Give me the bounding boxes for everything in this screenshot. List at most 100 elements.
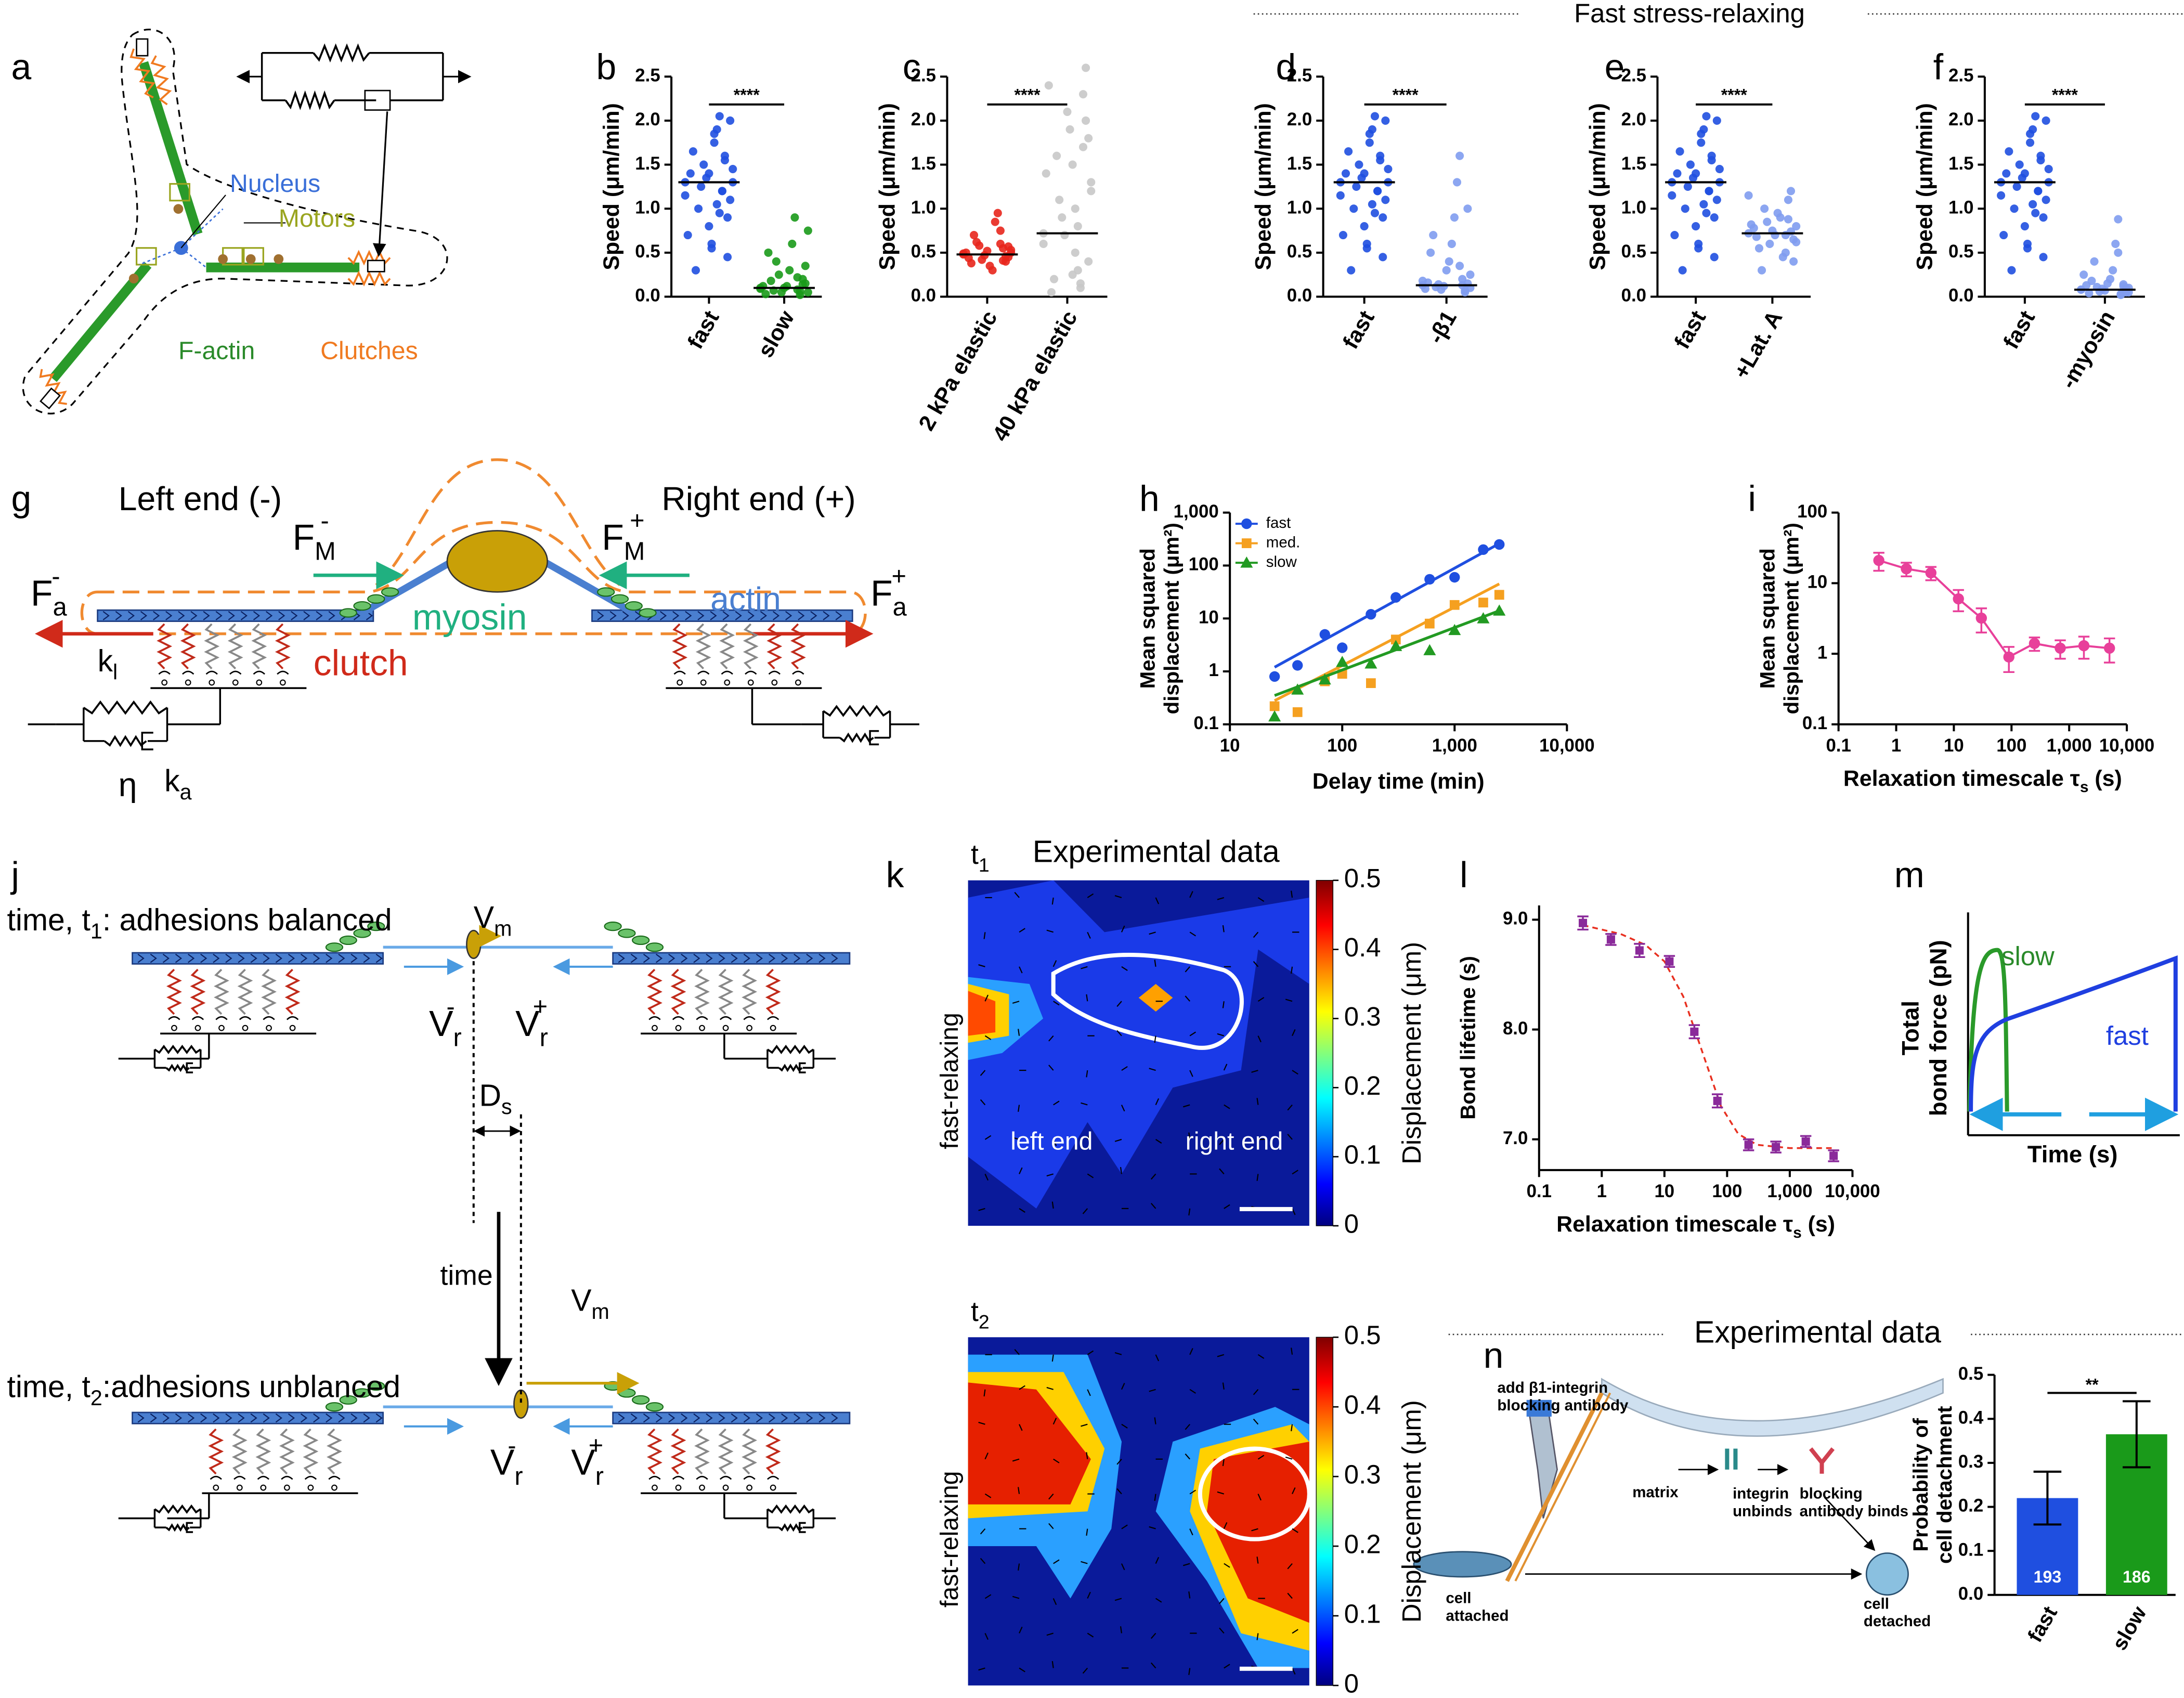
actin-chevron — [731, 953, 738, 963]
point — [777, 288, 786, 297]
colorbar — [1316, 880, 1334, 1226]
flow-arrow — [978, 1208, 985, 1211]
point — [1448, 624, 1461, 636]
clutch-foot — [696, 1475, 708, 1480]
label-right-end: Right end (+) — [661, 480, 855, 517]
label-time-state-sub: 1 — [90, 919, 102, 943]
flow-arrow — [1046, 929, 1054, 933]
point — [2109, 266, 2117, 275]
panel-label: h — [1139, 478, 1160, 519]
point — [1792, 222, 1801, 231]
point — [766, 276, 775, 286]
actin-chevron — [743, 1413, 750, 1423]
point — [1697, 138, 1706, 147]
flow-arrow — [1053, 1559, 1060, 1564]
point — [1349, 204, 1358, 213]
clutch-spring — [743, 623, 759, 669]
point — [1675, 147, 1684, 156]
actin-chevron — [794, 953, 801, 963]
point — [2114, 248, 2123, 257]
point — [2023, 239, 2032, 248]
flow-arrow — [1189, 1489, 1197, 1495]
panel-label: l — [1460, 854, 1467, 895]
point — [1442, 266, 1451, 275]
label-v-text: V — [571, 1284, 592, 1317]
point — [2026, 138, 2035, 147]
flow-arrow — [1185, 1453, 1190, 1460]
actin-chevron — [288, 1413, 295, 1423]
clutch-spring — [279, 1428, 295, 1475]
actin-chevron — [178, 611, 185, 620]
y-label: cell detachment — [1933, 1406, 1956, 1564]
flow-arrow — [1082, 1208, 1088, 1214]
y-label: Speed (μm/min) — [875, 103, 900, 270]
y-tick-label: 1 — [1817, 642, 1827, 663]
x-label-text: Relaxation timescale τ — [1556, 1212, 1793, 1237]
point — [2036, 156, 2045, 165]
point — [1073, 222, 1082, 231]
point — [1423, 644, 1436, 655]
label-k: ka — [164, 764, 191, 804]
flow-arrow — [1116, 1458, 1122, 1465]
label-fm: FM+ — [602, 507, 645, 565]
flow-arrow — [984, 1493, 992, 1498]
point — [705, 169, 713, 178]
flow-arrow — [1014, 1349, 1020, 1355]
point — [801, 262, 810, 270]
spring — [313, 43, 370, 63]
point — [691, 266, 700, 275]
y-tick-label: 0.0 — [1948, 286, 1973, 306]
n-text: integrin — [1733, 1485, 1789, 1502]
x-tick-label: 10,000 — [1825, 1181, 1880, 1201]
point — [1450, 213, 1459, 222]
y-tick-label: 100 — [1797, 501, 1827, 522]
panel-title-sub: 1 — [979, 854, 990, 876]
flow-arrow — [1019, 1208, 1025, 1213]
myosin-head — [367, 1381, 385, 1391]
flow-arrow — [1292, 1528, 1298, 1533]
point — [2114, 215, 2123, 224]
flow-arrow — [1256, 1633, 1259, 1640]
flow-arrow — [1051, 1661, 1054, 1668]
flow-arrow — [1189, 1031, 1197, 1036]
y-tick-label: 2.0 — [1948, 109, 1973, 129]
colorbar — [1316, 1337, 1334, 1686]
y-tick-label: 8.0 — [1503, 1018, 1528, 1039]
point — [1752, 232, 1761, 241]
actin-chevron — [102, 611, 110, 620]
significance: **** — [1721, 85, 1748, 104]
dashpot — [869, 730, 890, 746]
point — [2026, 129, 2035, 138]
ligand — [218, 1025, 225, 1031]
y-tick-label: 2.5 — [635, 66, 660, 86]
clutch-spring — [694, 968, 710, 1015]
clutch-spring — [208, 1428, 224, 1475]
point — [1376, 156, 1385, 165]
point — [710, 129, 719, 138]
y-tick-label: 2.0 — [635, 109, 660, 129]
line — [139, 247, 181, 266]
motor-head — [245, 254, 256, 264]
header-bg — [1518, 0, 1867, 31]
clutch-foot — [672, 1016, 685, 1020]
field-contour — [1138, 984, 1173, 1012]
flow-arrow — [1048, 1035, 1054, 1042]
clutch-foot — [328, 1475, 341, 1480]
point — [1781, 230, 1790, 240]
point — [978, 255, 986, 264]
y-tick-label: 1 — [1208, 660, 1218, 680]
clutch-foot — [745, 670, 757, 675]
actin-chevron — [785, 611, 792, 620]
myosin-head — [618, 928, 636, 938]
clutch-spring — [303, 1428, 319, 1475]
point — [1449, 572, 1460, 583]
label-v-sub: m — [592, 1300, 609, 1324]
point — [785, 266, 794, 275]
actin-chevron — [798, 611, 805, 620]
point — [686, 169, 695, 178]
flow-arrow — [1292, 1629, 1298, 1634]
flow-arrow — [978, 1421, 985, 1425]
flow-arrow — [1051, 897, 1054, 905]
point — [1665, 957, 1674, 966]
clutch-spring — [214, 968, 229, 1015]
